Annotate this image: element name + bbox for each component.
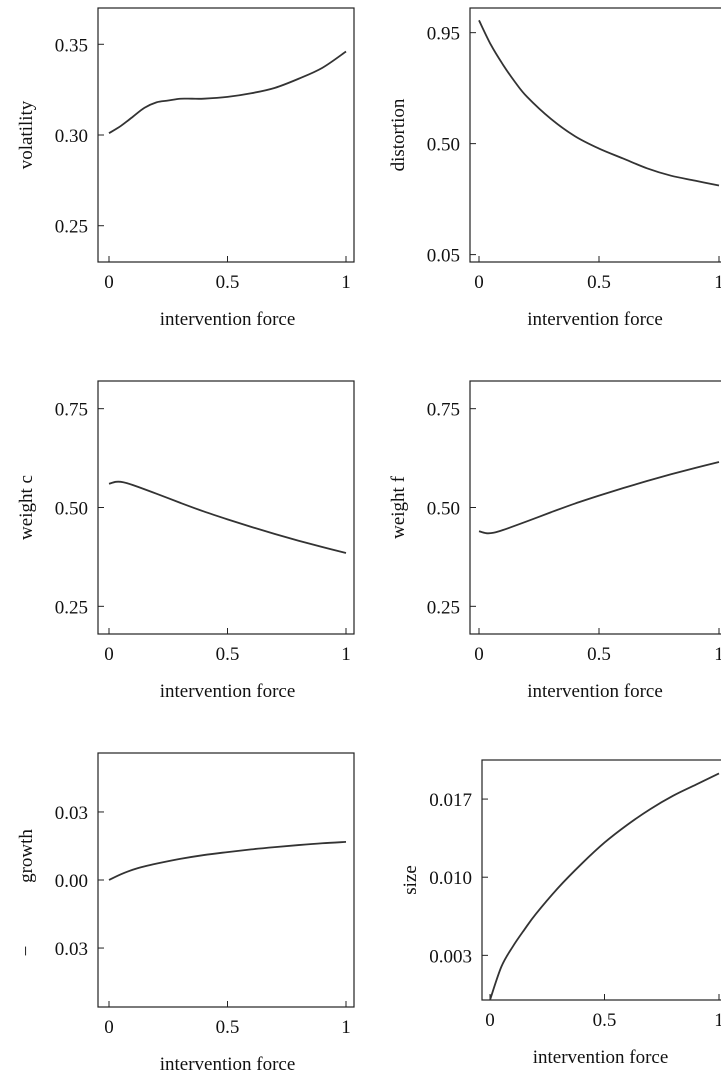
y-axis-title: weight f xyxy=(388,475,409,538)
x-tick-label: 0 xyxy=(474,644,484,665)
y-tick-label: 0.03 xyxy=(55,803,88,824)
series-line xyxy=(108,480,347,554)
x-tick-label: 1 xyxy=(341,272,351,293)
x-tick-label: 0.5 xyxy=(593,1010,617,1031)
x-tick-label: 0 xyxy=(104,644,114,665)
chart-panel-4: 0.25 0.50 0.75 0 0.5 1 intervention force weigh… xyxy=(388,380,721,702)
y-axis-title: weight c xyxy=(16,475,37,540)
x-tick-label: 0 xyxy=(104,1017,114,1038)
x-axis-title: intervention force xyxy=(160,309,296,330)
x-tick-label: 0.5 xyxy=(587,644,611,665)
y-axis-title: size xyxy=(400,865,421,895)
x-tick-label: 0 xyxy=(485,1010,495,1031)
x-axis-title: intervention force xyxy=(160,1054,296,1075)
y-tick-label: 0.25 xyxy=(427,597,460,618)
x-tick-label: 0 xyxy=(474,272,484,293)
x-tick-label: 1 xyxy=(341,1017,351,1038)
x-tick-label: 0.5 xyxy=(216,1017,240,1038)
y-tick-label: 0.50 xyxy=(427,135,460,156)
x-tick-label: 0.5 xyxy=(216,644,240,665)
y-tick-label: 0.35 xyxy=(55,35,88,56)
plot-frame xyxy=(469,380,721,635)
y-axis-title: growth xyxy=(16,829,37,883)
y-tick-label: 0.75 xyxy=(55,400,88,421)
y-tick-label: 0.00 xyxy=(55,871,88,892)
x-tick-label: 1 xyxy=(714,1010,721,1031)
x-tick-label: 1 xyxy=(714,272,721,293)
chart-panel-1: 0.25 0.30 0.35 0 0.5 1 intervention force volat… xyxy=(16,7,355,330)
x-axis-title: intervention force xyxy=(527,309,663,330)
series-line xyxy=(478,19,720,187)
plot-frame xyxy=(97,380,355,635)
y-tick-label: 0.05 xyxy=(427,246,460,267)
chart-panel-3: 0.25 0.50 0.75 0 0.5 1 intervention force weigh… xyxy=(16,380,355,702)
x-tick-label: 0.5 xyxy=(587,272,611,293)
plot-frame xyxy=(97,752,355,1008)
y-tick-label: 0.50 xyxy=(427,499,460,520)
y-tick-label: 0.95 xyxy=(427,24,460,45)
series-line xyxy=(108,50,347,134)
series-line xyxy=(108,841,347,881)
y-tick-label: 0.30 xyxy=(55,126,88,147)
y-tick-label: 0.017 xyxy=(429,790,472,811)
y-tick-label: 0.010 xyxy=(429,868,472,889)
x-axis-title: intervention force xyxy=(527,681,663,702)
y-axis-title: distortion xyxy=(388,98,409,171)
chart-panel-2: 0.05 0.50 0.95 0 0.5 1 intervention force disto… xyxy=(388,7,721,330)
plot-frame xyxy=(481,759,721,1001)
y-tick-label: 0.50 xyxy=(55,499,88,520)
x-tick-label: 1 xyxy=(714,644,721,665)
y-tick-label: 0.03 xyxy=(55,939,88,960)
x-tick-label: 1 xyxy=(341,644,351,665)
x-axis-title: intervention force xyxy=(533,1047,669,1068)
x-axis-title: intervention force xyxy=(160,681,296,702)
chart-panel-6: 0.003 0.010 0.017 0 0.5 1 intervention force si… xyxy=(400,759,721,1068)
x-tick-label: 0 xyxy=(104,272,114,293)
y-tick-label: 0.75 xyxy=(427,400,460,421)
plot-frame xyxy=(97,7,355,263)
y-tick-label: 0.25 xyxy=(55,597,88,618)
series-line xyxy=(489,772,720,1001)
plot-frame xyxy=(469,7,721,263)
y-axis-title: volatility xyxy=(16,100,37,169)
series-line xyxy=(478,461,720,535)
y-tick-label: 0.003 xyxy=(429,946,472,967)
y-tick-label: 0.25 xyxy=(55,217,88,238)
chart-panel-5: 0.03 0.00 0.03 0 0.5 1 intervention force growt… xyxy=(16,752,355,1075)
x-tick-label: 0.5 xyxy=(216,272,240,293)
y-axis-title-prefix: − xyxy=(16,946,37,957)
